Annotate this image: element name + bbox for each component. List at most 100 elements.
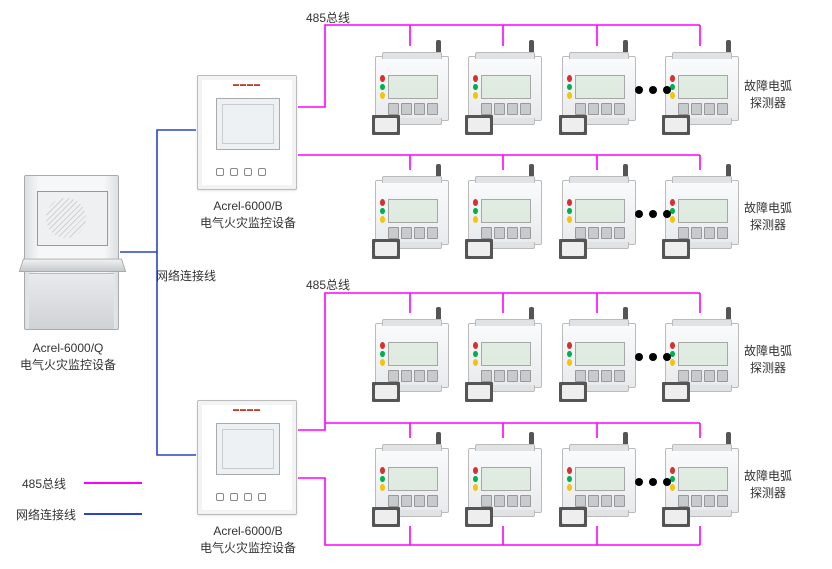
lcd-display bbox=[678, 342, 728, 366]
lcd-display bbox=[575, 342, 625, 366]
terminal-block bbox=[372, 507, 400, 527]
antenna-icon bbox=[436, 164, 441, 176]
module-body bbox=[665, 56, 739, 121]
keypad bbox=[388, 370, 438, 382]
antenna-icon bbox=[529, 307, 534, 319]
keypad bbox=[575, 227, 625, 239]
keypad bbox=[678, 495, 728, 507]
detector-module-r1-c3 bbox=[665, 172, 739, 254]
detector-label-row3: 故障电弧探测器 bbox=[744, 468, 792, 502]
led-indicators bbox=[473, 342, 478, 366]
lcd-display bbox=[678, 467, 728, 491]
terminal-block bbox=[662, 382, 690, 402]
led-indicators bbox=[567, 467, 572, 491]
led-indicators bbox=[380, 75, 385, 99]
lcd-display bbox=[388, 199, 438, 223]
led-indicators bbox=[380, 467, 385, 491]
detector-module-r3-c3 bbox=[665, 440, 739, 522]
led-indicators bbox=[567, 75, 572, 99]
detector-module-r1-c2 bbox=[562, 172, 636, 254]
lcd-display bbox=[481, 199, 531, 223]
antenna-icon bbox=[436, 307, 441, 319]
terminal-block bbox=[372, 239, 400, 259]
detector-label-row2: 故障电弧探测器 bbox=[744, 343, 792, 377]
detector-module-r2-c1 bbox=[468, 315, 542, 397]
keypad bbox=[575, 495, 625, 507]
panel-b2-label-l1: Acrel-6000/B bbox=[213, 524, 282, 538]
legend-network-line bbox=[84, 513, 142, 515]
led-indicators bbox=[380, 342, 385, 366]
keypad bbox=[388, 227, 438, 239]
antenna-icon bbox=[726, 307, 731, 319]
module-body bbox=[375, 56, 449, 121]
antenna-icon bbox=[436, 40, 441, 52]
antenna-icon bbox=[529, 432, 534, 444]
module-body bbox=[468, 180, 542, 245]
keypad bbox=[481, 227, 531, 239]
module-body bbox=[468, 323, 542, 388]
keypad bbox=[481, 495, 531, 507]
terminal-block bbox=[465, 239, 493, 259]
terminal-block bbox=[559, 115, 587, 135]
detector-module-r2-c0 bbox=[375, 315, 449, 397]
terminal-block bbox=[465, 507, 493, 527]
antenna-icon bbox=[726, 40, 731, 52]
keypad bbox=[575, 103, 625, 115]
legend-bus485-label: 485总线 bbox=[22, 476, 66, 493]
panel-header: ▬▬▬▬ bbox=[208, 82, 286, 92]
antenna-icon bbox=[529, 164, 534, 176]
module-body bbox=[375, 180, 449, 245]
ellipsis-dots bbox=[635, 478, 671, 486]
module-body bbox=[562, 180, 636, 245]
main-cabinet-q bbox=[24, 175, 119, 330]
keypad bbox=[481, 103, 531, 115]
module-body bbox=[665, 180, 739, 245]
lcd-display bbox=[388, 75, 438, 99]
antenna-icon bbox=[726, 164, 731, 176]
detector-module-r1-c0 bbox=[375, 172, 449, 254]
main-cabinet-label: Acrel-6000/Q 电气火灾监控设备 bbox=[20, 340, 116, 374]
lcd-display bbox=[575, 199, 625, 223]
main-cabinet-label-l1: Acrel-6000/Q bbox=[33, 341, 104, 355]
panel-buttons bbox=[216, 492, 280, 502]
legend-bus485-line bbox=[84, 482, 142, 484]
panel-header: ▬▬▬▬ bbox=[208, 407, 286, 417]
detector-module-r1-c1 bbox=[468, 172, 542, 254]
panel-buttons bbox=[216, 167, 280, 177]
module-body bbox=[562, 323, 636, 388]
module-body bbox=[562, 56, 636, 121]
ellipsis-dots bbox=[635, 353, 671, 361]
keypad bbox=[575, 370, 625, 382]
network-link-label: 网络连接线 bbox=[156, 268, 216, 285]
ellipsis-dots bbox=[635, 210, 671, 218]
antenna-icon bbox=[623, 40, 628, 52]
lcd-display bbox=[481, 342, 531, 366]
module-body bbox=[665, 323, 739, 388]
terminal-block bbox=[465, 115, 493, 135]
terminal-block bbox=[372, 382, 400, 402]
module-body bbox=[468, 56, 542, 121]
detector-module-r0-c3 bbox=[665, 48, 739, 130]
lcd-display bbox=[481, 467, 531, 491]
keypad bbox=[388, 495, 438, 507]
led-indicators bbox=[473, 199, 478, 223]
cabinet-screen bbox=[37, 191, 108, 246]
network-lines bbox=[120, 130, 196, 455]
panel-b1-label: Acrel-6000/B 电气火灾监控设备 bbox=[200, 198, 296, 232]
lcd-display bbox=[678, 75, 728, 99]
lcd-display bbox=[388, 467, 438, 491]
detector-module-r2-c2 bbox=[562, 315, 636, 397]
terminal-block bbox=[559, 507, 587, 527]
ellipsis-dots bbox=[635, 86, 671, 94]
antenna-icon bbox=[623, 307, 628, 319]
antenna-icon bbox=[623, 432, 628, 444]
panel-b1-label-l1: Acrel-6000/B bbox=[213, 199, 282, 213]
keypad bbox=[678, 370, 728, 382]
keypad bbox=[388, 103, 438, 115]
terminal-block bbox=[559, 239, 587, 259]
lcd-display bbox=[388, 342, 438, 366]
panel-screen bbox=[216, 98, 280, 150]
detector-module-r0-c0 bbox=[375, 48, 449, 130]
lcd-display bbox=[678, 199, 728, 223]
terminal-block bbox=[662, 239, 690, 259]
